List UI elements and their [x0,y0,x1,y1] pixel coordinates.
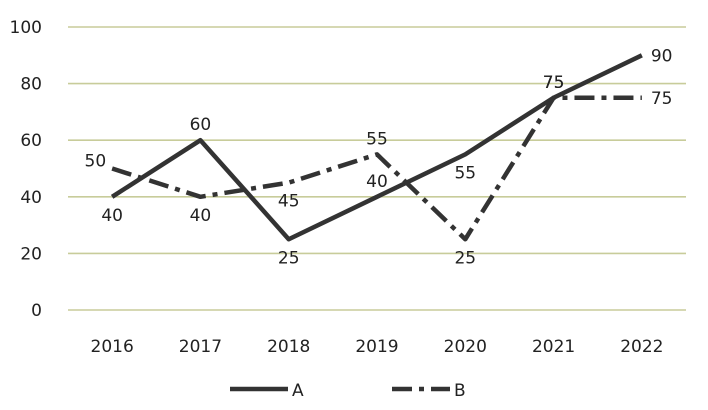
gridlines [68,26,686,311]
series-lines [110,53,643,242]
data-label-b: 50 [85,152,107,172]
data-label-b: 75 [543,73,565,93]
data-label-a: 55 [454,163,476,183]
x-tick-label: 2021 [532,337,575,357]
y-tick-label: 40 [20,188,42,208]
series-line-b [111,95,642,242]
legend-label-b: B [454,381,466,401]
y-tick-label: 20 [20,244,42,264]
y-tick-label: 60 [20,131,42,151]
x-tick-label: 2017 [179,337,222,357]
y-tick-label: 80 [20,75,42,95]
data-label-b: 55 [366,129,388,149]
legend-label-a: A [292,381,304,401]
data-label-a: 40 [366,172,388,192]
x-tick-label: 2022 [620,337,663,357]
x-tick-label: 2019 [355,337,398,357]
data-label-b: 75 [651,89,673,109]
x-tick-label: 2018 [267,337,310,357]
data-label-b: 45 [278,192,300,212]
y-tick-label: 100 [10,18,42,38]
data-label-b: 40 [190,206,212,226]
data-label-a: 40 [101,206,123,226]
x-tick-label: 2020 [444,337,487,357]
y-tick-label: 0 [31,301,42,321]
legend: A B [230,381,466,401]
data-label-a: 90 [651,46,673,66]
data-label-b: 25 [454,248,476,268]
x-tick-label: 2016 [91,337,134,357]
data-label-a: 25 [278,248,300,268]
data-label-a: 75 [543,73,565,93]
data-label-a: 60 [190,115,212,135]
y-axis-ticks: 0 20 40 60 80 100 [10,18,42,321]
x-axis-ticks: 2016 2017 2018 2019 2020 2021 2022 [91,337,664,357]
